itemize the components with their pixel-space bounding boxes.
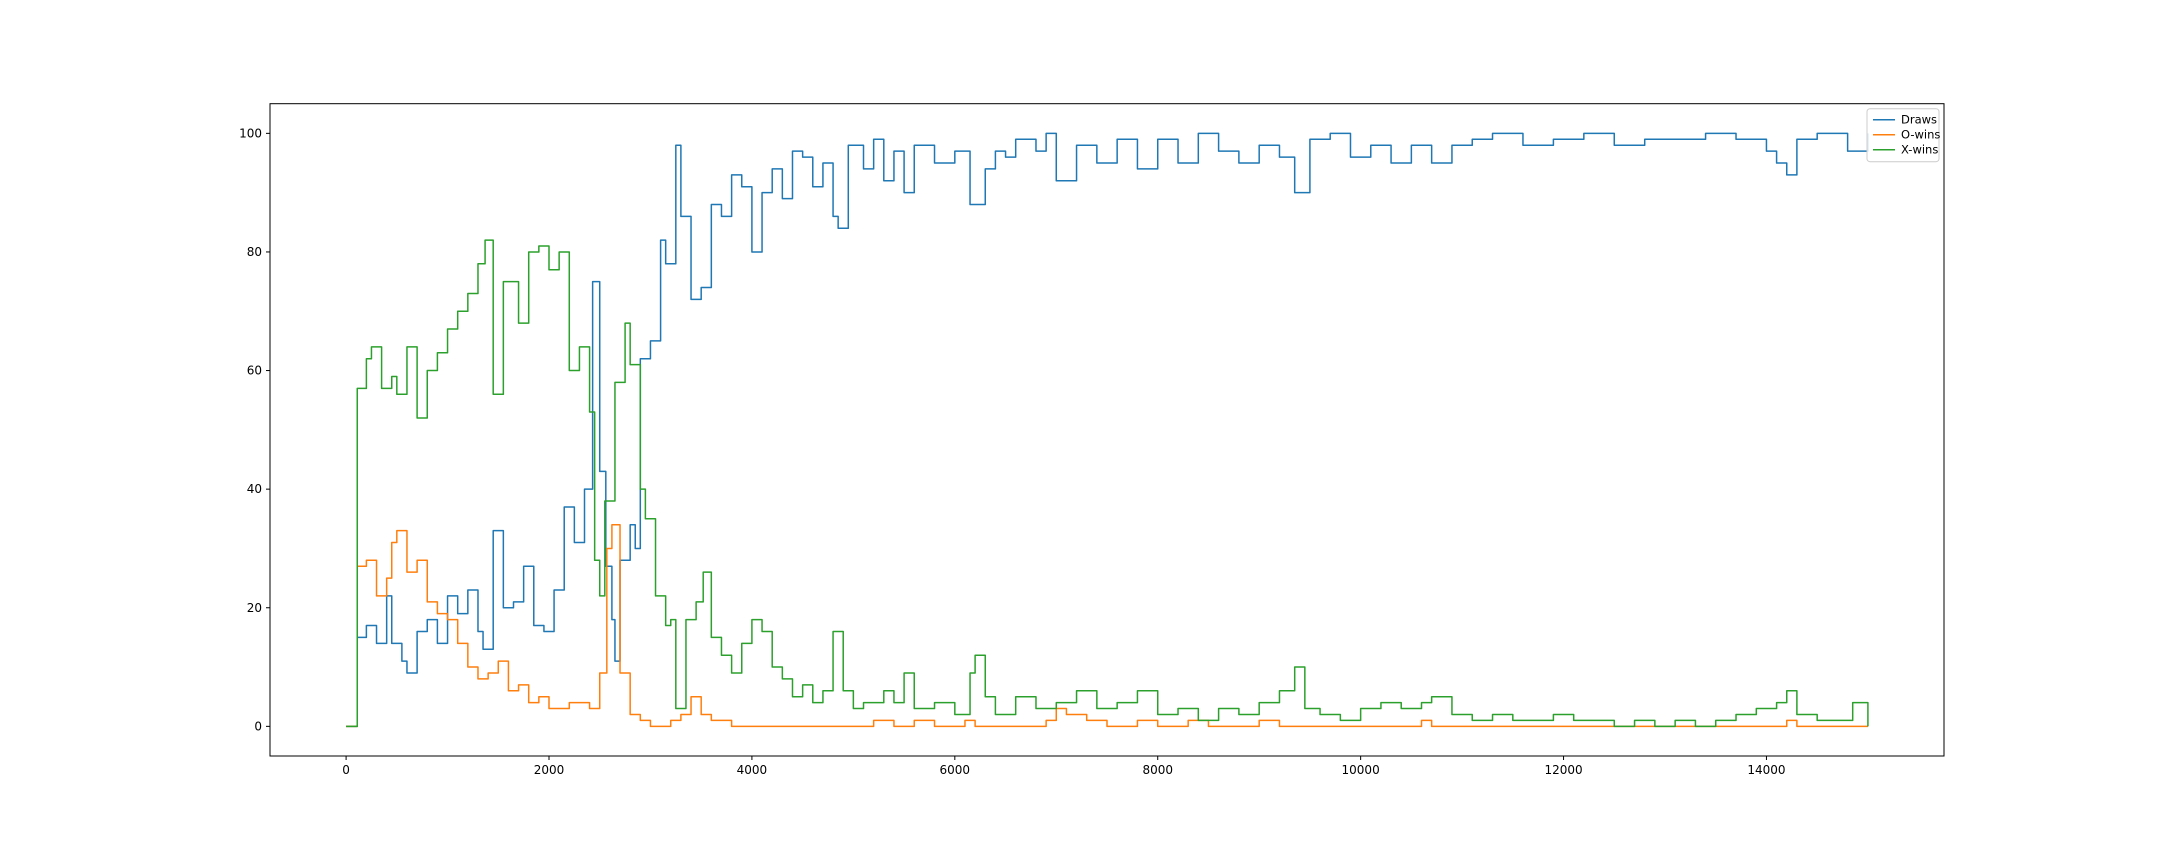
y-tick-label: 40 <box>247 482 262 496</box>
y-tick-label: 100 <box>239 126 262 140</box>
series-line-x-wins <box>346 239 1869 728</box>
y-tick-label: 0 <box>254 719 262 733</box>
x-tick-label: 4000 <box>737 763 768 777</box>
series-line-o-wins <box>346 523 1868 728</box>
legend-box <box>1866 108 1940 163</box>
legend-label: Draws <box>1901 113 1937 127</box>
legend-label: O-wins <box>1901 128 1940 142</box>
plot-background <box>270 103 1944 756</box>
series-layer <box>346 132 1869 728</box>
x-tick-label: 0 <box>342 763 350 777</box>
y-tick-label: 60 <box>247 364 262 378</box>
plot-frame <box>269 103 1945 757</box>
x-tick-label: 6000 <box>940 763 971 777</box>
x-tick-label: 2000 <box>534 763 565 777</box>
x-tick-label: 8000 <box>1142 763 1173 777</box>
legend-label: X-wins <box>1901 143 1938 157</box>
x-tick-label: 12000 <box>1544 763 1582 777</box>
x-tick-label: 14000 <box>1747 763 1785 777</box>
tick-layer: 0 2000 4000 6000 8000 10000 12000 14000 0 20 40 60 8… <box>239 126 1785 777</box>
x-tick-label: 10000 <box>1342 763 1380 777</box>
series-line-draws <box>346 132 1869 728</box>
y-tick-label: 20 <box>247 601 262 615</box>
y-tick-label: 80 <box>247 245 262 259</box>
